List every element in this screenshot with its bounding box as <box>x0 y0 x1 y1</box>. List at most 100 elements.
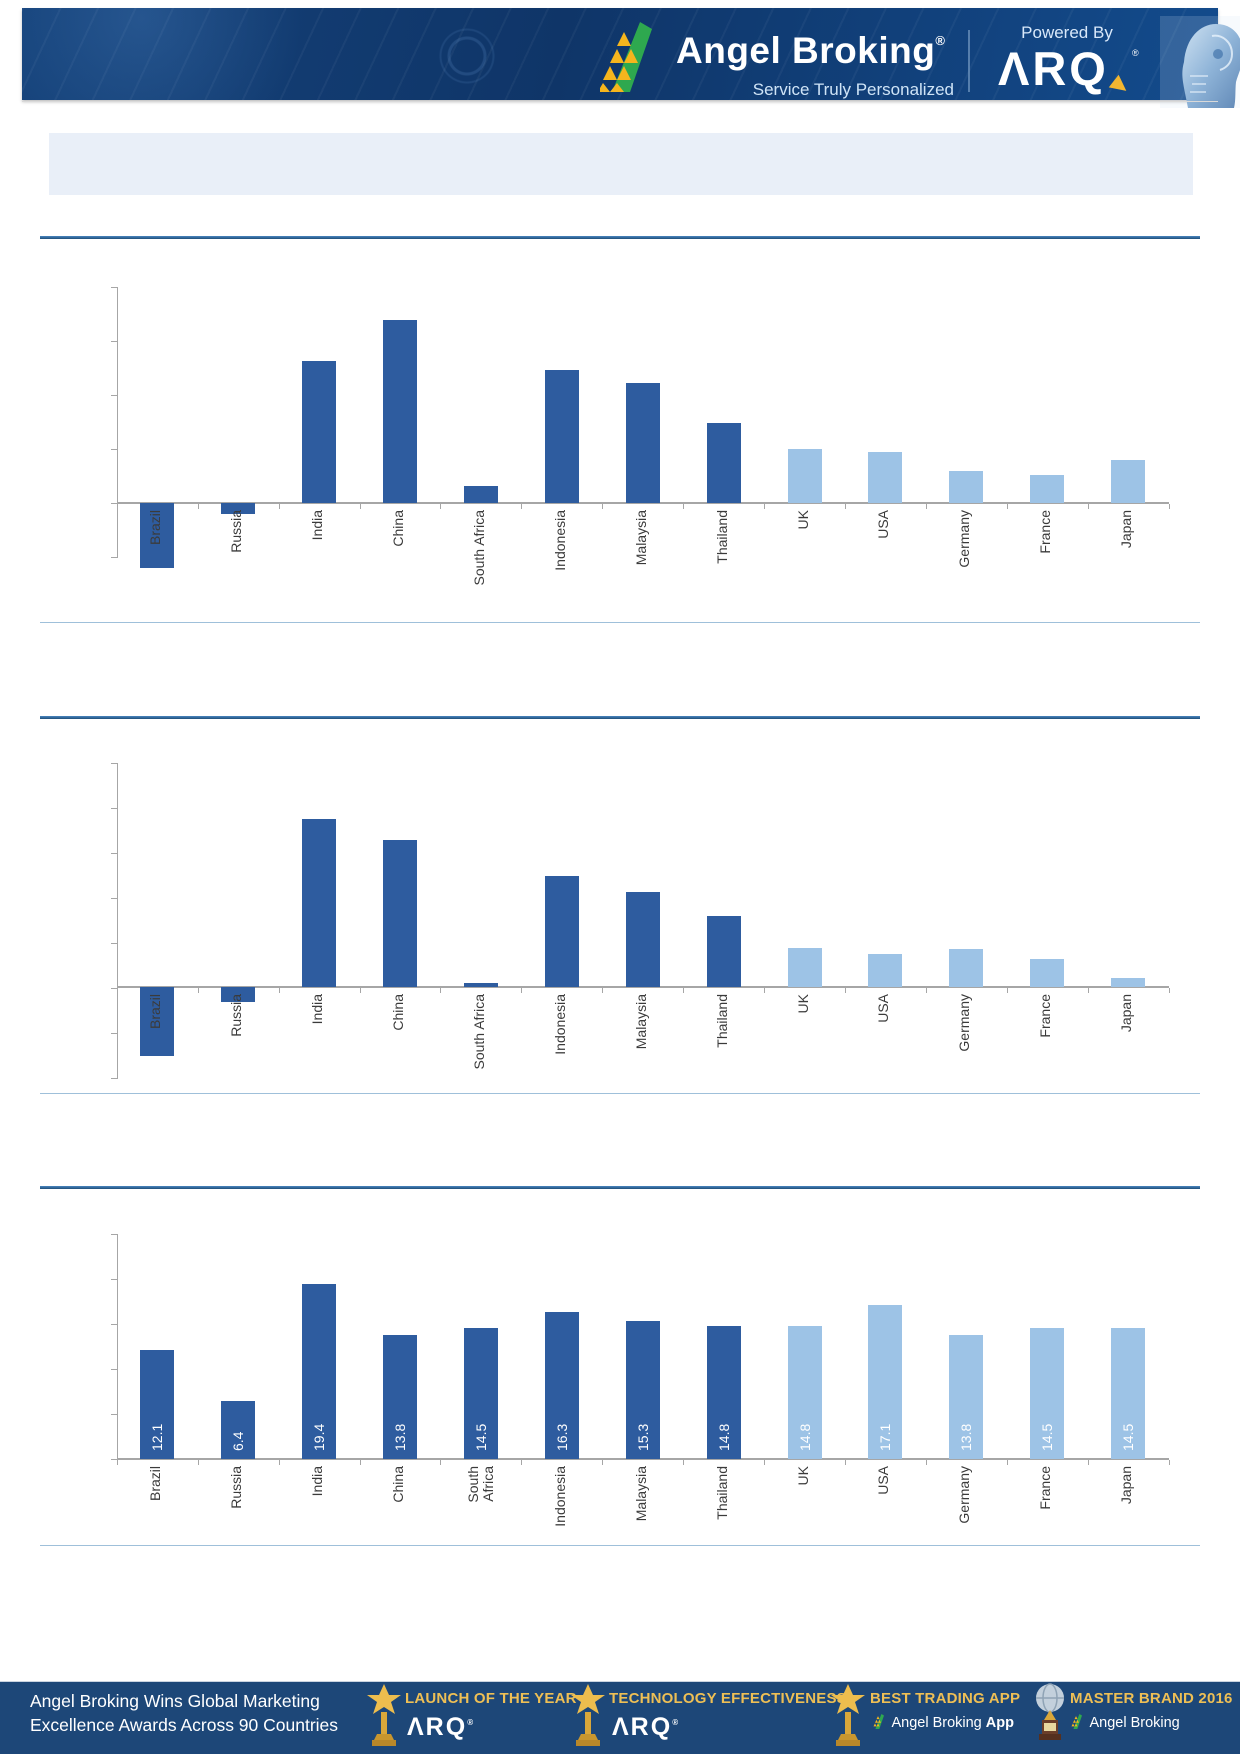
x-axis <box>117 1458 1169 1460</box>
y-axis-tick <box>111 1414 118 1415</box>
header-divider <box>968 30 970 92</box>
category-label-uk: UK <box>794 510 811 530</box>
y-axis-tick <box>111 1234 118 1235</box>
x-axis-tick <box>1169 1460 1170 1465</box>
value-label-russia: 6.4 <box>230 1431 247 1451</box>
header-band: Angel Broking® Service Truly Personalize… <box>22 8 1240 108</box>
x-axis-tick <box>764 988 765 993</box>
y-axis-tick <box>111 988 118 989</box>
arq-logo: ΛRQ <box>998 42 1109 95</box>
category-label-usa: USA <box>875 510 892 539</box>
bar-indonesia <box>545 370 579 503</box>
award-title: BEST TRADING APP <box>870 1690 1021 1707</box>
arq-arrow-icon <box>1108 74 1132 98</box>
category-label-china: China <box>390 994 406 1031</box>
value-label-japan: 14.5 <box>1120 1423 1137 1451</box>
category-label-germany: Germany <box>956 1466 973 1524</box>
category-label-china: China <box>390 510 406 547</box>
x-axis-tick <box>117 1460 118 1465</box>
y-axis-tick <box>111 943 118 944</box>
category-label-thailand: Thailand <box>713 1466 730 1520</box>
x-axis-tick <box>521 988 522 993</box>
x-axis-tick <box>602 504 603 509</box>
y-axis-tick <box>111 853 118 854</box>
bar-brazil <box>140 503 174 568</box>
category-label-india: India <box>309 1466 326 1497</box>
category-label-uk: UK <box>794 1466 811 1486</box>
category-label-malaysia: Malaysia <box>632 994 649 1050</box>
bar-usa <box>868 954 902 987</box>
value-label-france: 14.5 <box>1039 1423 1056 1451</box>
x-axis-tick <box>1007 988 1008 993</box>
brand-title: Angel Broking® <box>676 30 946 71</box>
x-axis-tick <box>845 504 846 509</box>
award-arq-logo: ΛRQ® <box>407 1713 476 1741</box>
x-axis-tick <box>683 988 684 993</box>
bar-south-africa <box>464 1328 498 1459</box>
x-axis <box>117 502 1169 504</box>
x-axis-tick <box>764 504 765 509</box>
category-label-china: China <box>390 1466 406 1503</box>
y-axis-tick <box>111 1078 118 1079</box>
value-label-india: 19.4 <box>311 1423 328 1451</box>
bar-france <box>1030 959 1064 987</box>
bar-indonesia <box>545 1312 579 1459</box>
x-axis-tick <box>1169 504 1170 509</box>
bar-thailand <box>707 1326 741 1459</box>
x-axis-tick <box>360 1460 361 1465</box>
award-title: TECHNOLOGY EFFECTIVENESS <box>609 1690 847 1707</box>
x-axis-tick <box>926 504 927 509</box>
category-label-russia: Russia <box>228 1466 245 1509</box>
bar-russia <box>221 503 255 514</box>
bar-brazil <box>140 1350 174 1459</box>
award-title: MASTER BRAND 2016 <box>1070 1690 1233 1707</box>
category-label-russia: Russia <box>228 994 245 1037</box>
x-axis-tick <box>602 1460 603 1465</box>
x-axis-tick <box>1169 988 1170 993</box>
bar-usa <box>868 452 902 503</box>
value-label-uk: 14.8 <box>796 1423 813 1451</box>
value-label-indonesia: 16.3 <box>553 1423 570 1451</box>
globe-trophy-icon <box>1036 1683 1064 1740</box>
footer-band: Angel Broking Wins Global Marketing Exce… <box>0 1682 1240 1754</box>
category-label-usa: USA <box>875 1466 892 1495</box>
bar-china <box>383 1335 417 1459</box>
category-label-indonesia: Indonesia <box>551 510 568 571</box>
y-axis-tick <box>111 1459 118 1460</box>
bar-india <box>302 819 336 987</box>
x-axis-tick <box>198 988 199 993</box>
y-axis <box>117 763 118 1078</box>
category-label-russia: Russia <box>228 510 245 553</box>
award-subtitle-row: Angel Broking App <box>872 1714 1014 1732</box>
category-label-thailand: Thailand <box>713 994 730 1048</box>
category-label-japan: Japan <box>1118 510 1135 549</box>
x-axis-tick <box>521 1460 522 1465</box>
bar-russia <box>221 987 255 1002</box>
award-subtitle: Angel Broking App <box>891 1715 1014 1731</box>
category-label-indonesia: Indonesia <box>551 1466 568 1527</box>
y-axis-tick <box>111 287 118 288</box>
x-axis-tick <box>1007 1460 1008 1465</box>
y-axis-tick <box>111 1324 118 1325</box>
bar-germany <box>949 1335 983 1459</box>
x-axis-tick <box>117 504 118 509</box>
category-label-germany: Germany <box>956 510 973 568</box>
bar-uk <box>788 1326 822 1459</box>
bar-indonesia <box>545 876 579 987</box>
chart-3-bottom-separator <box>40 1545 1200 1546</box>
x-axis-tick <box>926 988 927 993</box>
bar-south-africa <box>464 486 498 503</box>
value-label-china: 13.8 <box>392 1423 408 1451</box>
category-label-france: France <box>1037 1466 1054 1510</box>
category-label-germany: Germany <box>956 994 973 1052</box>
category-label-usa: USA <box>875 994 892 1023</box>
bar-uk <box>788 449 822 503</box>
category-label-india: India <box>309 510 326 541</box>
x-axis-tick <box>683 1460 684 1465</box>
category-label-south-africa: South Africa <box>464 1466 496 1503</box>
value-label-usa: 17.1 <box>877 1423 894 1451</box>
bar-japan <box>1111 460 1145 503</box>
x-axis <box>117 986 1169 988</box>
report-title-banner <box>49 133 1193 195</box>
x-axis-tick <box>440 988 441 993</box>
